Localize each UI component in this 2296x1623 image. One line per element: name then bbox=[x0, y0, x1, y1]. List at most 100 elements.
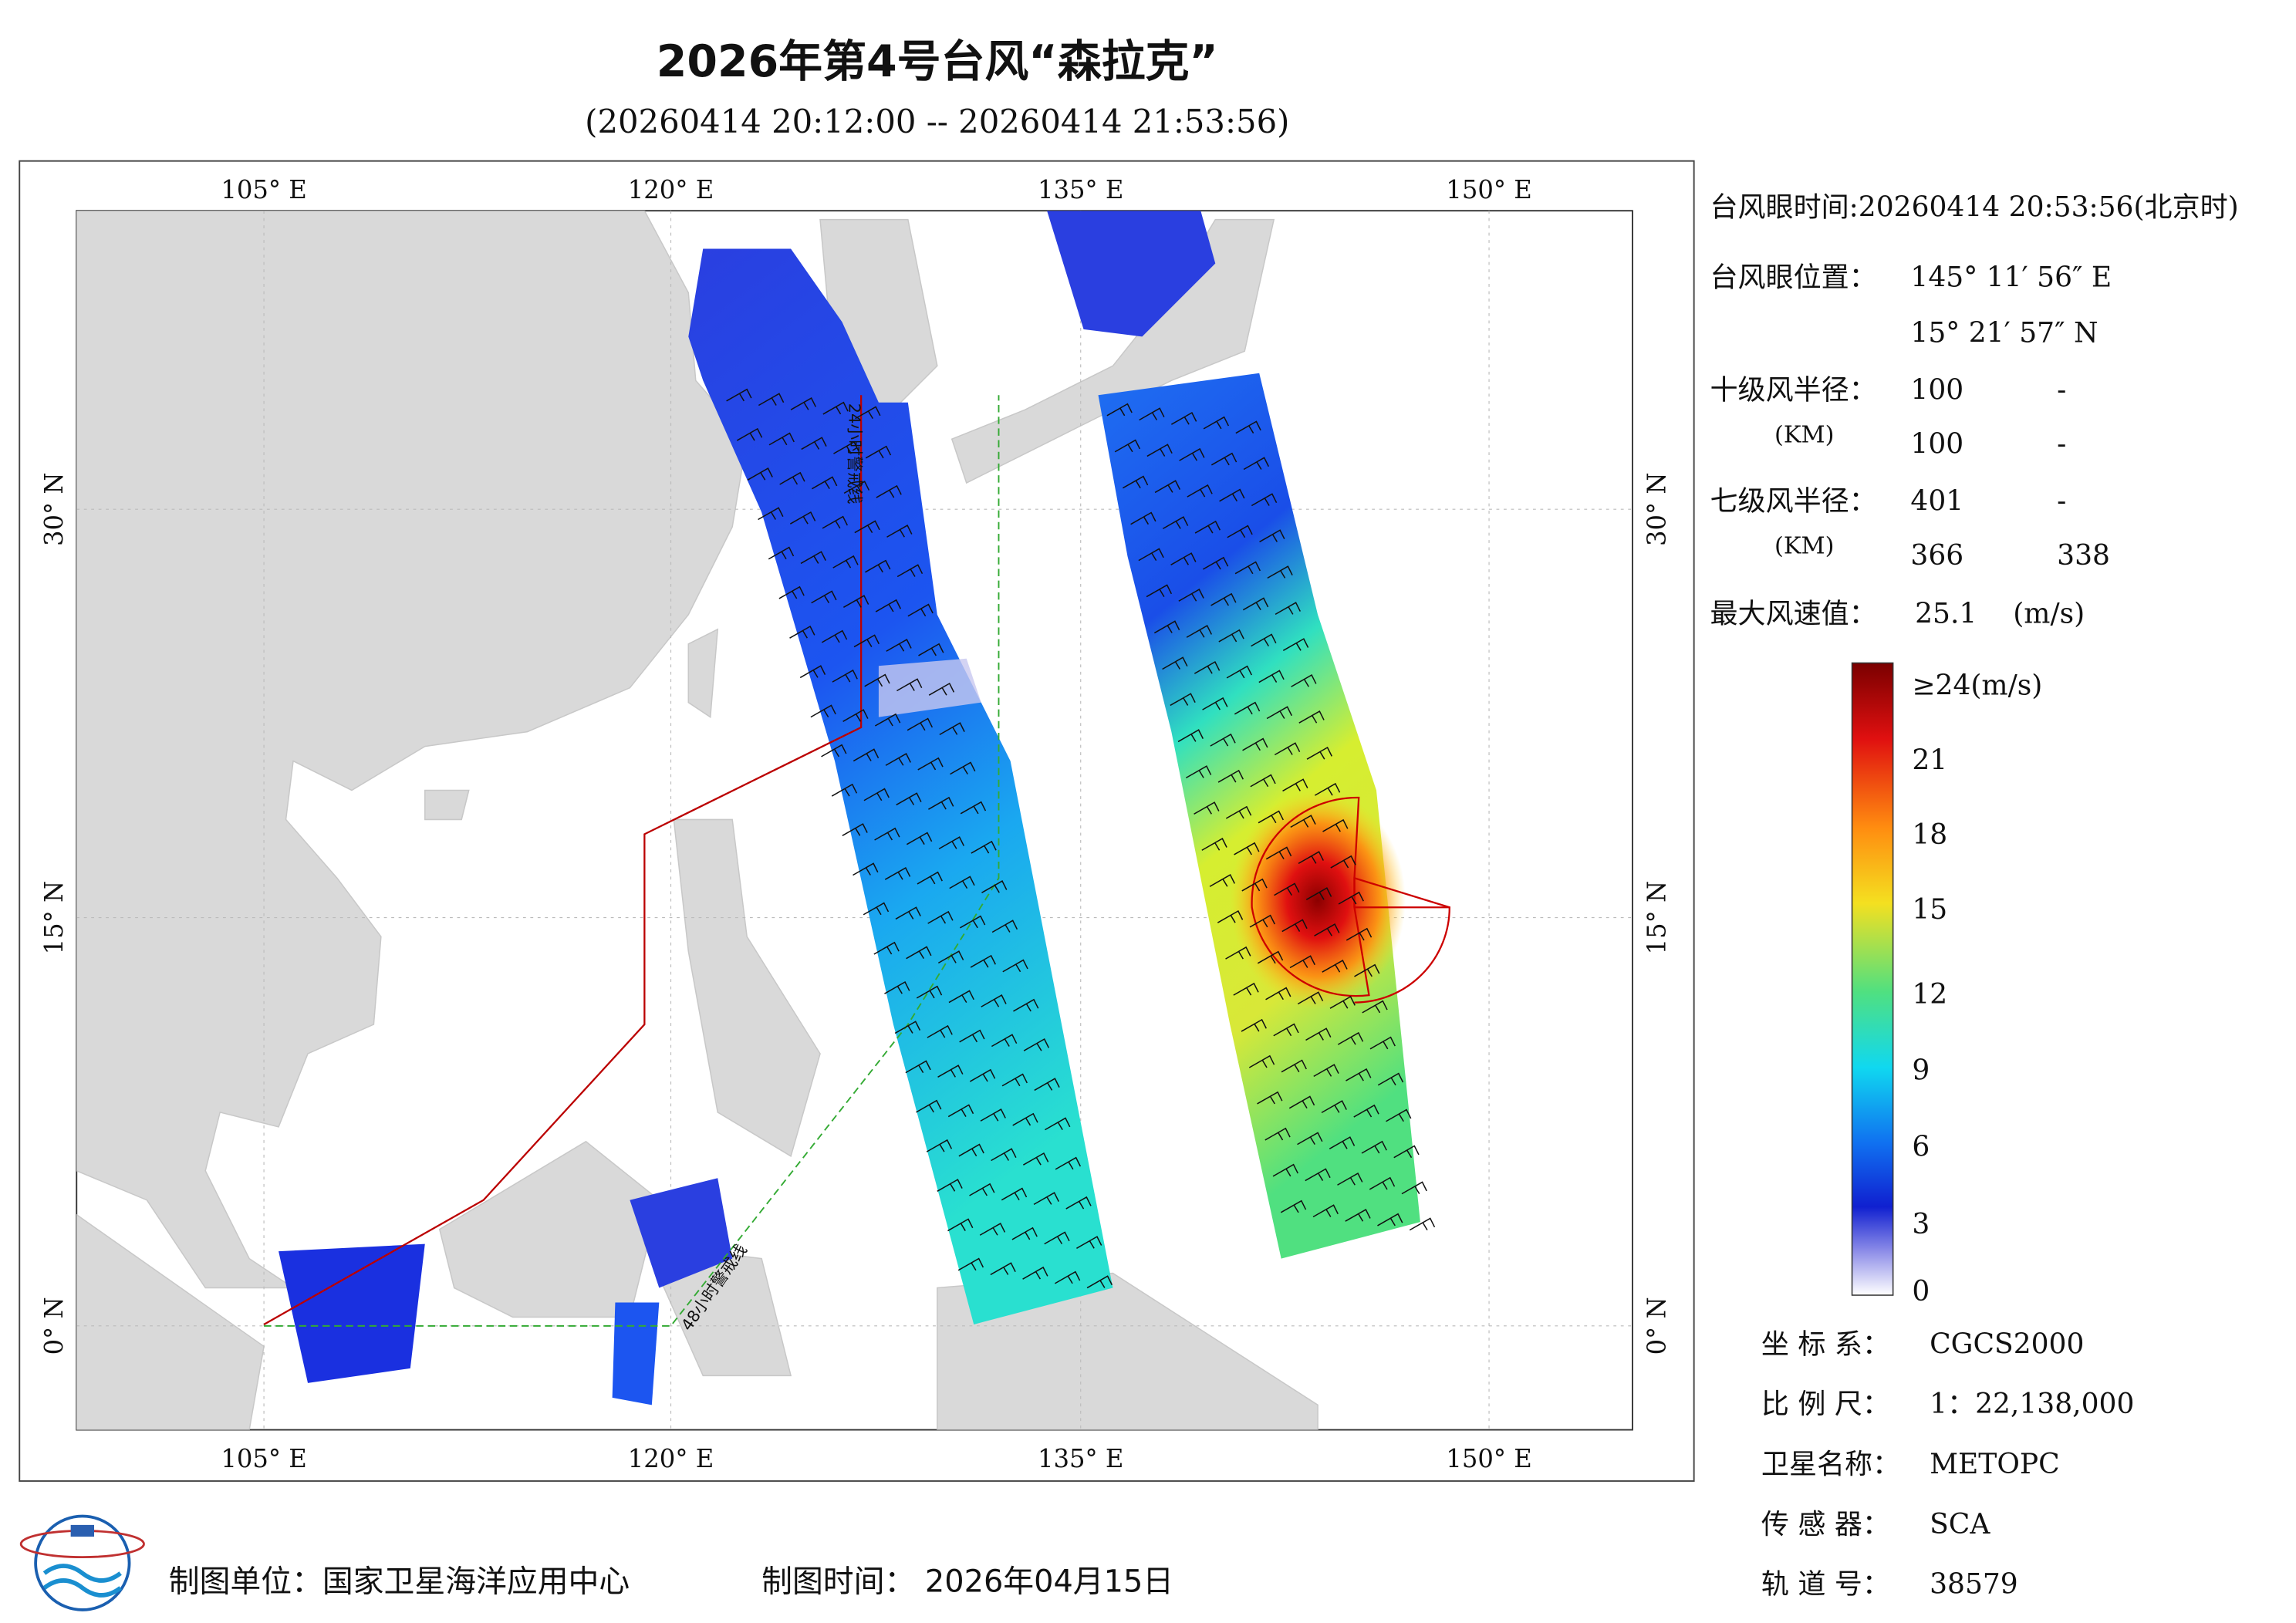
r10-unit: (KM) bbox=[1774, 421, 1834, 448]
wind-barb bbox=[1329, 995, 1356, 1009]
wind-barb bbox=[1146, 444, 1173, 457]
wind-barb bbox=[1306, 746, 1332, 760]
r7-value: 338 bbox=[2057, 540, 2110, 572]
wind-barb bbox=[789, 625, 815, 639]
wind-barb bbox=[873, 941, 900, 955]
wind-barb bbox=[1264, 1127, 1291, 1141]
wind-barb bbox=[1242, 737, 1268, 751]
wind-barb bbox=[1330, 855, 1356, 869]
wind-barb bbox=[1235, 420, 1261, 434]
meta-label: 比 例 尺： bbox=[1761, 1388, 1890, 1420]
wind-barb bbox=[1002, 959, 1028, 973]
wind-barb bbox=[1054, 1270, 1081, 1284]
wind-barb bbox=[1369, 1036, 1396, 1050]
r10-value: 100 bbox=[1910, 429, 1963, 461]
wind-barb bbox=[1234, 842, 1260, 855]
wind-barb bbox=[916, 1099, 942, 1113]
wind-barb bbox=[885, 753, 911, 766]
info-panel: 台风眼时间:20260414 20:53:56(北京时) 台风眼位置： 145°… bbox=[1710, 191, 2239, 629]
wind-barb bbox=[928, 796, 954, 810]
footer-unit: 制图单位：国家卫星海洋应用中心 bbox=[169, 1564, 630, 1599]
wind-barb bbox=[1234, 561, 1261, 575]
wind-barb bbox=[1242, 597, 1269, 611]
wind-barb bbox=[1241, 1018, 1267, 1032]
subtitle: (20260414 20:12:00 -- 20260414 21:53:56) bbox=[585, 103, 1289, 140]
swath-west bbox=[279, 211, 1216, 1405]
wind-barb bbox=[726, 388, 752, 402]
wind-barb bbox=[926, 1139, 953, 1152]
wind-barb bbox=[1377, 1072, 1404, 1086]
r10-label: 十级风半径： bbox=[1710, 374, 1877, 406]
wind-barb bbox=[865, 559, 891, 573]
wind-barb bbox=[1162, 516, 1189, 530]
wind-barb bbox=[874, 713, 901, 727]
wind-barb bbox=[1086, 1275, 1113, 1289]
wind-barb bbox=[947, 1104, 974, 1118]
wind-barb bbox=[1186, 624, 1213, 638]
wind-barb bbox=[1369, 1176, 1396, 1190]
colorbar-label: 6 bbox=[1912, 1131, 1930, 1162]
lon-label-top: 105° E bbox=[221, 175, 306, 204]
colorbar bbox=[1851, 662, 1894, 1296]
wind-barb bbox=[886, 525, 913, 538]
wind-barb bbox=[832, 669, 858, 683]
wind-barb bbox=[1194, 801, 1220, 815]
wind-barb bbox=[1345, 1208, 1371, 1222]
wind-barb bbox=[1034, 1078, 1060, 1092]
max-wind-value: 25.1 bbox=[1915, 599, 1977, 630]
wind-barb bbox=[1314, 782, 1341, 796]
wind-barb bbox=[811, 590, 837, 604]
wind-barb bbox=[1272, 1163, 1298, 1177]
wind-barb bbox=[1241, 878, 1268, 892]
wind-barb bbox=[1361, 1140, 1387, 1154]
wind-barb bbox=[1297, 991, 1324, 1005]
wind-barb bbox=[894, 1021, 921, 1034]
wind-barb bbox=[1258, 670, 1285, 683]
wind-barb bbox=[1154, 480, 1181, 494]
wind-barb bbox=[1209, 873, 1235, 887]
wind-barb bbox=[758, 507, 784, 521]
wind-barb bbox=[1312, 1204, 1339, 1218]
lon-label-bottom: 150° E bbox=[1446, 1444, 1531, 1473]
wind-barb bbox=[1225, 805, 1252, 819]
wind-barb bbox=[1354, 963, 1380, 977]
wind-barb bbox=[1012, 1112, 1038, 1126]
wind-barb bbox=[1226, 665, 1253, 679]
wind-barb bbox=[906, 946, 932, 960]
wind-barb bbox=[1267, 565, 1293, 579]
wind-barb bbox=[1346, 1068, 1372, 1081]
wind-barb bbox=[1274, 882, 1300, 896]
wind-barb bbox=[822, 515, 848, 529]
wind-barb bbox=[1297, 1132, 1323, 1146]
wind-barb bbox=[1065, 1196, 1092, 1210]
wind-barb bbox=[1337, 1031, 1364, 1045]
wind-barb bbox=[1353, 1104, 1379, 1118]
wind-barb bbox=[1251, 633, 1277, 647]
wind-barb bbox=[853, 748, 880, 762]
wind-barb bbox=[778, 585, 805, 599]
wind-barb bbox=[907, 717, 934, 731]
meta-value: 38579 bbox=[1930, 1569, 2018, 1601]
wind-barb bbox=[1219, 488, 1245, 502]
wind-barb bbox=[884, 980, 910, 994]
wind-barb bbox=[949, 876, 975, 889]
wind-barb bbox=[768, 546, 795, 560]
wind-barb bbox=[1251, 493, 1278, 507]
wind-barb bbox=[1362, 1000, 1388, 1014]
lon-label-top: 150° E bbox=[1446, 175, 1531, 204]
wind-barb bbox=[927, 1024, 953, 1038]
colorbar-labels: ≥24(m/s) 21 18 15 12 9 6 3 0 bbox=[1912, 670, 2042, 1308]
meta-value: 1：22,138,000 bbox=[1930, 1388, 2134, 1420]
wind-barb bbox=[1337, 1173, 1363, 1186]
wind-barb bbox=[1266, 706, 1292, 720]
wind-barb bbox=[1013, 998, 1039, 1012]
wind-barb bbox=[980, 1108, 1006, 1122]
wind-barb bbox=[917, 871, 943, 885]
wind-barb bbox=[779, 471, 805, 485]
warning-line-48h bbox=[264, 395, 1000, 1327]
meta-value: METOPC bbox=[1930, 1449, 2060, 1480]
wind-barb bbox=[1377, 1213, 1403, 1227]
wind-barb bbox=[1282, 638, 1309, 651]
wind-barb bbox=[948, 990, 974, 1004]
wind-barb bbox=[1122, 475, 1149, 489]
